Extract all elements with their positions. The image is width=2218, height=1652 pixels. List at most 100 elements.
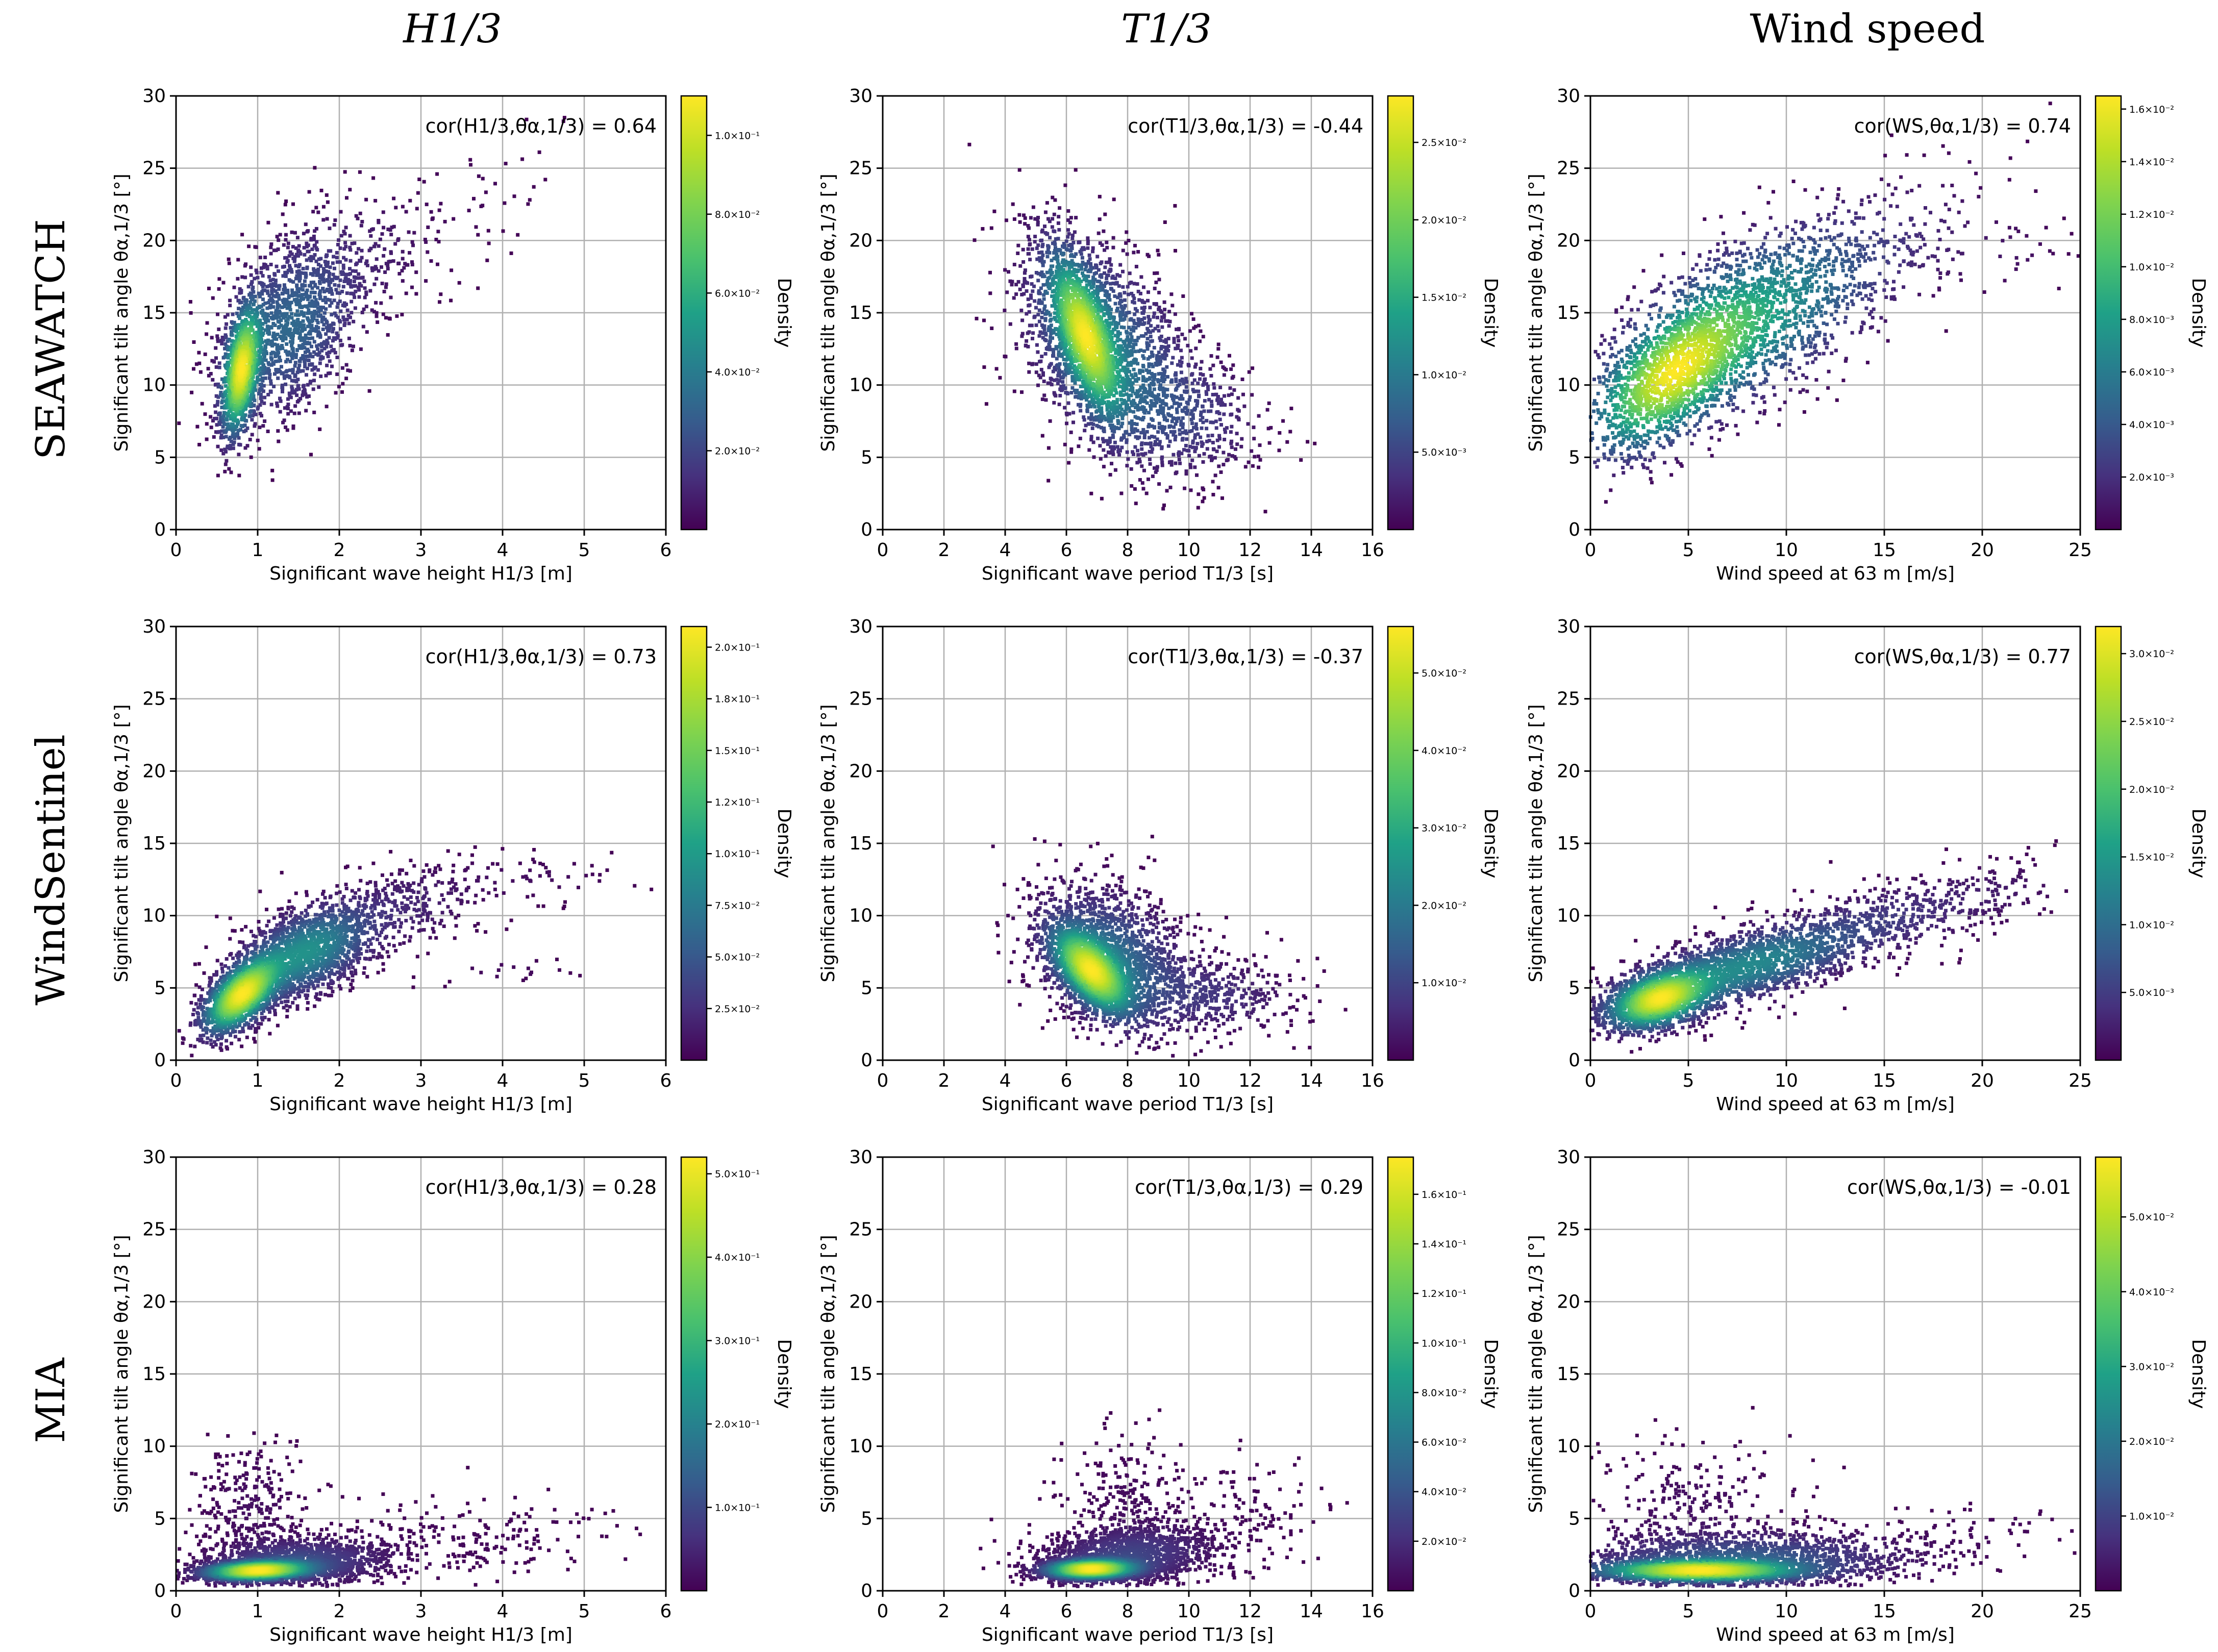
data-point <box>1133 321 1136 325</box>
data-point <box>493 182 497 185</box>
data-point <box>1125 392 1129 396</box>
data-point <box>1216 439 1219 442</box>
data-point <box>392 197 395 201</box>
data-point <box>1091 246 1095 250</box>
data-point <box>237 453 240 456</box>
data-point <box>1112 445 1116 449</box>
data-point <box>210 336 214 339</box>
data-point <box>264 328 267 332</box>
data-point <box>205 422 209 425</box>
data-point <box>1120 417 1124 420</box>
data-point <box>362 325 365 329</box>
data-point <box>1036 279 1040 282</box>
data-point <box>1033 235 1037 238</box>
data-point <box>1141 481 1144 485</box>
data-point <box>284 223 287 227</box>
data-point <box>285 260 289 264</box>
data-point <box>224 327 228 330</box>
data-point <box>298 305 302 309</box>
data-point <box>314 206 318 209</box>
data-point <box>1140 447 1143 451</box>
data-point <box>347 314 351 317</box>
data-point <box>1090 286 1093 290</box>
data-point <box>504 162 508 165</box>
data-point <box>271 317 275 320</box>
data-point <box>338 319 341 322</box>
data-point <box>450 268 453 272</box>
data-point <box>266 324 269 328</box>
data-point <box>290 379 294 383</box>
data-point <box>1268 441 1272 445</box>
data-point <box>1105 319 1108 323</box>
data-point <box>1119 404 1123 407</box>
data-point <box>1135 265 1138 268</box>
data-point <box>360 249 364 253</box>
data-point <box>1085 264 1088 268</box>
data-point <box>1119 398 1123 402</box>
data-point <box>1197 324 1201 328</box>
data-point <box>1211 493 1215 496</box>
data-point <box>1195 442 1199 445</box>
data-point <box>998 376 1002 380</box>
data-point <box>325 374 328 378</box>
data-point <box>284 233 288 237</box>
data-point <box>1278 431 1281 435</box>
data-point <box>295 388 298 391</box>
data-point <box>1044 398 1048 402</box>
data-point <box>1171 356 1175 360</box>
data-point <box>1199 330 1203 333</box>
data-point <box>286 403 290 406</box>
data-point <box>336 302 340 305</box>
data-point <box>1126 285 1130 289</box>
data-point <box>385 262 388 265</box>
data-point <box>328 272 331 276</box>
data-point <box>315 240 318 244</box>
data-point <box>1099 262 1103 265</box>
data-point <box>422 180 426 184</box>
data-point <box>1133 339 1137 342</box>
data-point <box>305 258 309 262</box>
data-point <box>1023 277 1027 281</box>
data-point <box>1212 386 1216 390</box>
data-point <box>1147 411 1151 414</box>
data-point <box>236 258 240 262</box>
data-point <box>1130 484 1133 488</box>
data-point <box>1071 411 1075 414</box>
data-point <box>1281 419 1285 423</box>
data-point <box>1080 390 1084 394</box>
data-point <box>411 240 414 244</box>
data-point <box>346 368 350 372</box>
data-point <box>1184 444 1188 447</box>
data-point <box>1046 255 1050 258</box>
data-point <box>1140 464 1143 468</box>
data-point <box>1018 220 1022 224</box>
data-point <box>1113 441 1117 444</box>
data-point <box>293 404 297 408</box>
data-point <box>344 226 348 229</box>
data-point <box>332 255 335 259</box>
data-point <box>355 251 358 255</box>
data-point <box>1021 285 1025 288</box>
points-seawatch-h1-3 <box>177 116 566 482</box>
data-point <box>1199 413 1203 417</box>
data-point <box>1032 206 1035 209</box>
data-point <box>1121 385 1125 389</box>
data-point <box>356 217 360 220</box>
data-point <box>1074 216 1078 219</box>
data-point <box>1110 276 1114 280</box>
data-point <box>1142 285 1145 289</box>
y-tick-label: 10 <box>142 375 166 396</box>
data-point <box>302 369 305 372</box>
data-point <box>288 368 292 372</box>
data-point <box>294 313 297 317</box>
data-point <box>1198 454 1201 458</box>
data-point <box>313 166 316 169</box>
data-point <box>981 227 984 231</box>
data-point <box>309 380 312 383</box>
data-point <box>342 266 345 270</box>
data-point <box>1042 393 1046 397</box>
data-point <box>1144 442 1148 445</box>
data-point <box>359 347 363 351</box>
data-point <box>1043 274 1046 278</box>
data-point <box>1004 355 1008 359</box>
